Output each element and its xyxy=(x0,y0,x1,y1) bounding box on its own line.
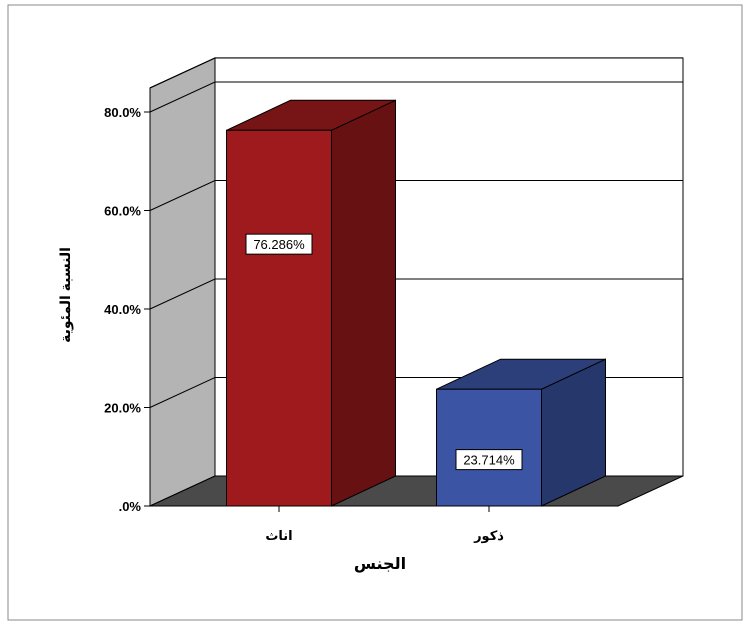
y-tick-label: 20.0% xyxy=(104,401,141,416)
y-tick-label: 60.0% xyxy=(104,204,141,219)
gridline xyxy=(149,57,683,89)
left-wall xyxy=(149,57,216,507)
gridline xyxy=(149,81,683,113)
y-axis: .0% 20.0% 40.0% 60.0% 80.0% xyxy=(104,88,151,514)
data-label-box xyxy=(455,449,523,471)
bar-front xyxy=(436,388,542,507)
x-tick-label: اناث xyxy=(265,528,292,543)
x-axis: اناث ذكور xyxy=(150,505,618,543)
data-label: 76.286% xyxy=(253,237,305,252)
data-label-box xyxy=(245,233,313,255)
y-axis-title: النسبة المئوية xyxy=(57,247,74,343)
x-axis-title: الجنس xyxy=(354,556,406,573)
gridline xyxy=(149,278,683,310)
y-tick-label: 80.0% xyxy=(104,105,141,120)
gridline xyxy=(149,180,683,211)
bar-1: 76.286% xyxy=(226,99,396,507)
y-tick-label: 40.0% xyxy=(104,302,141,317)
bar-front xyxy=(226,129,332,507)
x-tick-label: ذكور xyxy=(473,528,504,543)
y-tick-label: .0% xyxy=(119,499,142,514)
data-label: 23.714% xyxy=(463,453,515,468)
bars: 76.286% 23.714% xyxy=(226,99,606,507)
bar-2: 23.714% xyxy=(436,358,606,507)
bar-side xyxy=(331,99,396,507)
